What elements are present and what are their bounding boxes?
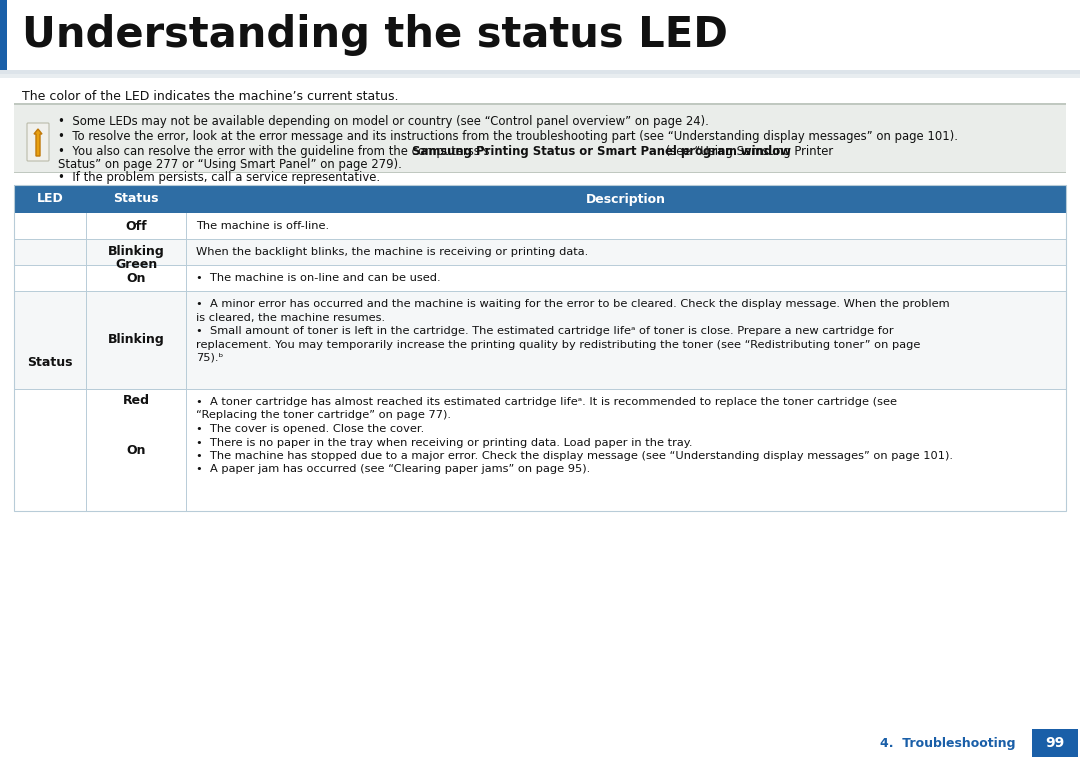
Text: •  Small amount of toner is left in the cartridge. The estimated cartridge lifeᵃ: • Small amount of toner is left in the c… — [195, 326, 893, 336]
Text: •  The cover is opened. Close the cover.: • The cover is opened. Close the cover. — [195, 424, 424, 434]
Bar — [14, 213, 1066, 239]
Bar — [14, 389, 1066, 511]
Text: 99: 99 — [1045, 736, 1065, 750]
Text: Status” on page 277 or “Using Smart Panel” on page 279).: Status” on page 277 or “Using Smart Pane… — [58, 158, 402, 171]
Text: LED: LED — [37, 192, 64, 205]
Bar — [14, 239, 1066, 265]
Text: When the backlight blinks, the machine is receiving or printing data.: When the backlight blinks, the machine i… — [195, 247, 589, 257]
Text: Status: Status — [113, 192, 159, 205]
Bar — [14, 103, 1066, 105]
Text: Description: Description — [586, 192, 666, 205]
Text: Blinking: Blinking — [108, 246, 164, 259]
Text: •  The machine has stopped due to a major error. Check the display message (see : • The machine has stopped due to a major… — [195, 451, 953, 461]
Text: •  You also can resolve the error with the guideline from the computerss’s: • You also can resolve the error with th… — [58, 145, 494, 158]
Text: (see “Using Samsung Printer: (see “Using Samsung Printer — [662, 145, 834, 158]
Text: Understanding the status LED: Understanding the status LED — [22, 14, 728, 56]
Bar — [0, 70, 1080, 74]
Bar — [0, 0, 1080, 70]
Text: •  A paper jam has occurred (see “Clearing paper jams” on page 95).: • A paper jam has occurred (see “Clearin… — [195, 465, 591, 475]
Text: 4.  Troubleshooting: 4. Troubleshooting — [880, 736, 1015, 749]
Text: •  Some LEDs may not be available depending on model or country (see “Control pa: • Some LEDs may not be available dependi… — [58, 115, 708, 128]
Text: Red: Red — [122, 394, 149, 407]
Text: •  There is no paper in the tray when receiving or printing data. Load paper in : • There is no paper in the tray when rec… — [195, 437, 692, 448]
Text: 75).ᵇ: 75).ᵇ — [195, 353, 224, 363]
Text: •  The machine is on-line and can be used.: • The machine is on-line and can be used… — [195, 273, 441, 283]
Text: Status: Status — [27, 356, 72, 369]
Text: Green: Green — [114, 259, 157, 272]
FancyArrow shape — [33, 129, 42, 156]
Text: Off: Off — [125, 220, 147, 233]
Bar — [14, 185, 1066, 511]
Bar — [14, 291, 1066, 389]
Bar — [0, 74, 1080, 78]
Text: “Replacing the toner cartridge” on page 77).: “Replacing the toner cartridge” on page … — [195, 410, 451, 420]
Text: On: On — [126, 272, 146, 285]
Text: Samsung Printing Status or Smart Panel program window: Samsung Printing Status or Smart Panel p… — [411, 145, 791, 158]
Text: •  To resolve the error, look at the error message and its instructions from the: • To resolve the error, look at the erro… — [58, 130, 958, 143]
Bar — [1032, 729, 1078, 757]
Text: The color of the LED indicates the machine’s current status.: The color of the LED indicates the machi… — [22, 90, 399, 103]
Text: •  A toner cartridge has almost reached its estimated cartridge lifeᵃ. It is rec: • A toner cartridge has almost reached i… — [195, 397, 897, 407]
Bar — [14, 103, 1066, 173]
FancyBboxPatch shape — [27, 123, 49, 161]
Text: replacement. You may temporarily increase the printing quality by redistributing: replacement. You may temporarily increas… — [195, 340, 920, 349]
Text: The machine is off-line.: The machine is off-line. — [195, 221, 329, 231]
Text: Blinking: Blinking — [108, 333, 164, 346]
Bar — [0, 0, 6, 70]
Bar — [14, 185, 1066, 213]
Text: •  If the problem persists, call a service representative.: • If the problem persists, call a servic… — [58, 171, 380, 184]
Text: •  A minor error has occurred and the machine is waiting for the error to be cle: • A minor error has occurred and the mac… — [195, 299, 949, 309]
Bar — [14, 172, 1066, 173]
Text: is cleared, the machine resumes.: is cleared, the machine resumes. — [195, 313, 386, 323]
Text: On: On — [126, 443, 146, 456]
Bar — [14, 265, 1066, 291]
